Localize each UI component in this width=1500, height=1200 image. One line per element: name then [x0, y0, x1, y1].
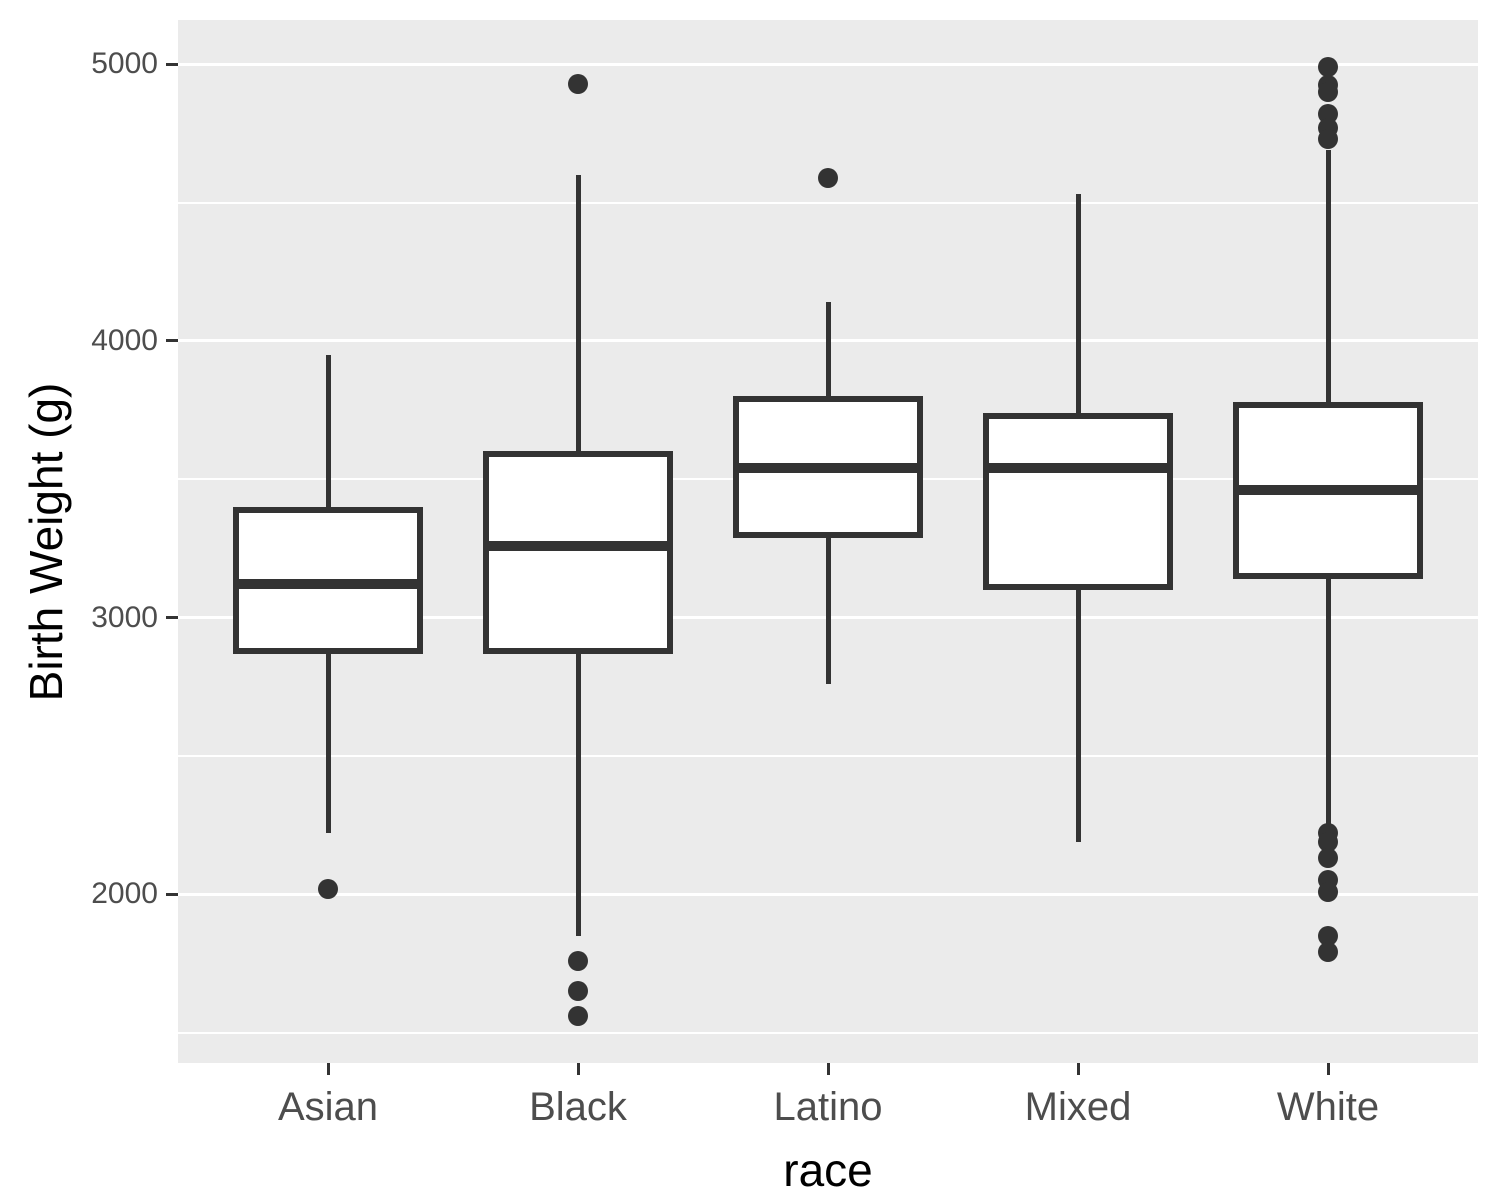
y-tick-label: 4000	[91, 323, 158, 357]
outlier-dot-white	[1318, 129, 1338, 149]
outlier-dot-white	[1318, 848, 1338, 869]
box-mixed	[983, 412, 1173, 591]
minor-gridline	[178, 754, 1478, 757]
outlier-dot-black	[568, 981, 588, 1002]
outlier-dot-asian	[318, 878, 338, 899]
outlier-dot-white	[1318, 81, 1338, 102]
x-tick-label-black: Black	[529, 1085, 627, 1129]
y-tick-mark	[166, 616, 178, 620]
x-tick-label-latino: Latino	[773, 1085, 883, 1129]
outlier-dot-white	[1318, 831, 1338, 852]
median-latino	[733, 463, 923, 474]
minor-gridline	[178, 1031, 1478, 1034]
x-tick-mark	[326, 1063, 330, 1075]
y-axis-title: Birth Weight (g)	[20, 382, 72, 701]
outlier-dot-black	[568, 1006, 588, 1026]
outlier-dot-white	[1318, 942, 1338, 963]
x-tick-label-white: White	[1276, 1085, 1380, 1129]
outlier-dot-black	[568, 950, 588, 971]
x-tick-mark	[576, 1063, 580, 1075]
y-tick-label: 5000	[91, 47, 158, 81]
x-axis-title: race	[783, 1144, 873, 1196]
x-tick-label-asian: Asian	[277, 1085, 379, 1129]
minor-gridline	[178, 201, 1478, 204]
outlier-dot-white	[1318, 881, 1338, 902]
outlier-dot-white	[1318, 57, 1338, 77]
x-tick-mark	[826, 1063, 830, 1075]
median-black	[483, 540, 673, 551]
outlier-dot-black	[568, 73, 588, 94]
x-tick-label-mixed: Mixed	[1024, 1085, 1132, 1129]
outlier-dot-latino	[818, 167, 838, 188]
y-tick-mark	[166, 62, 178, 66]
median-mixed	[983, 463, 1173, 474]
y-tick-mark	[166, 339, 178, 343]
median-asian	[233, 579, 423, 590]
major-gridline	[178, 62, 1478, 66]
x-tick-mark	[1326, 1063, 1330, 1075]
y-tick-label: 2000	[91, 877, 158, 911]
box-black	[483, 451, 673, 654]
major-gridline	[178, 892, 1478, 896]
y-tick-mark	[166, 892, 178, 896]
outlier-dot-white	[1318, 925, 1338, 946]
x-tick-mark	[1076, 1063, 1080, 1075]
y-tick-label: 3000	[91, 600, 158, 634]
median-white	[1233, 485, 1423, 496]
